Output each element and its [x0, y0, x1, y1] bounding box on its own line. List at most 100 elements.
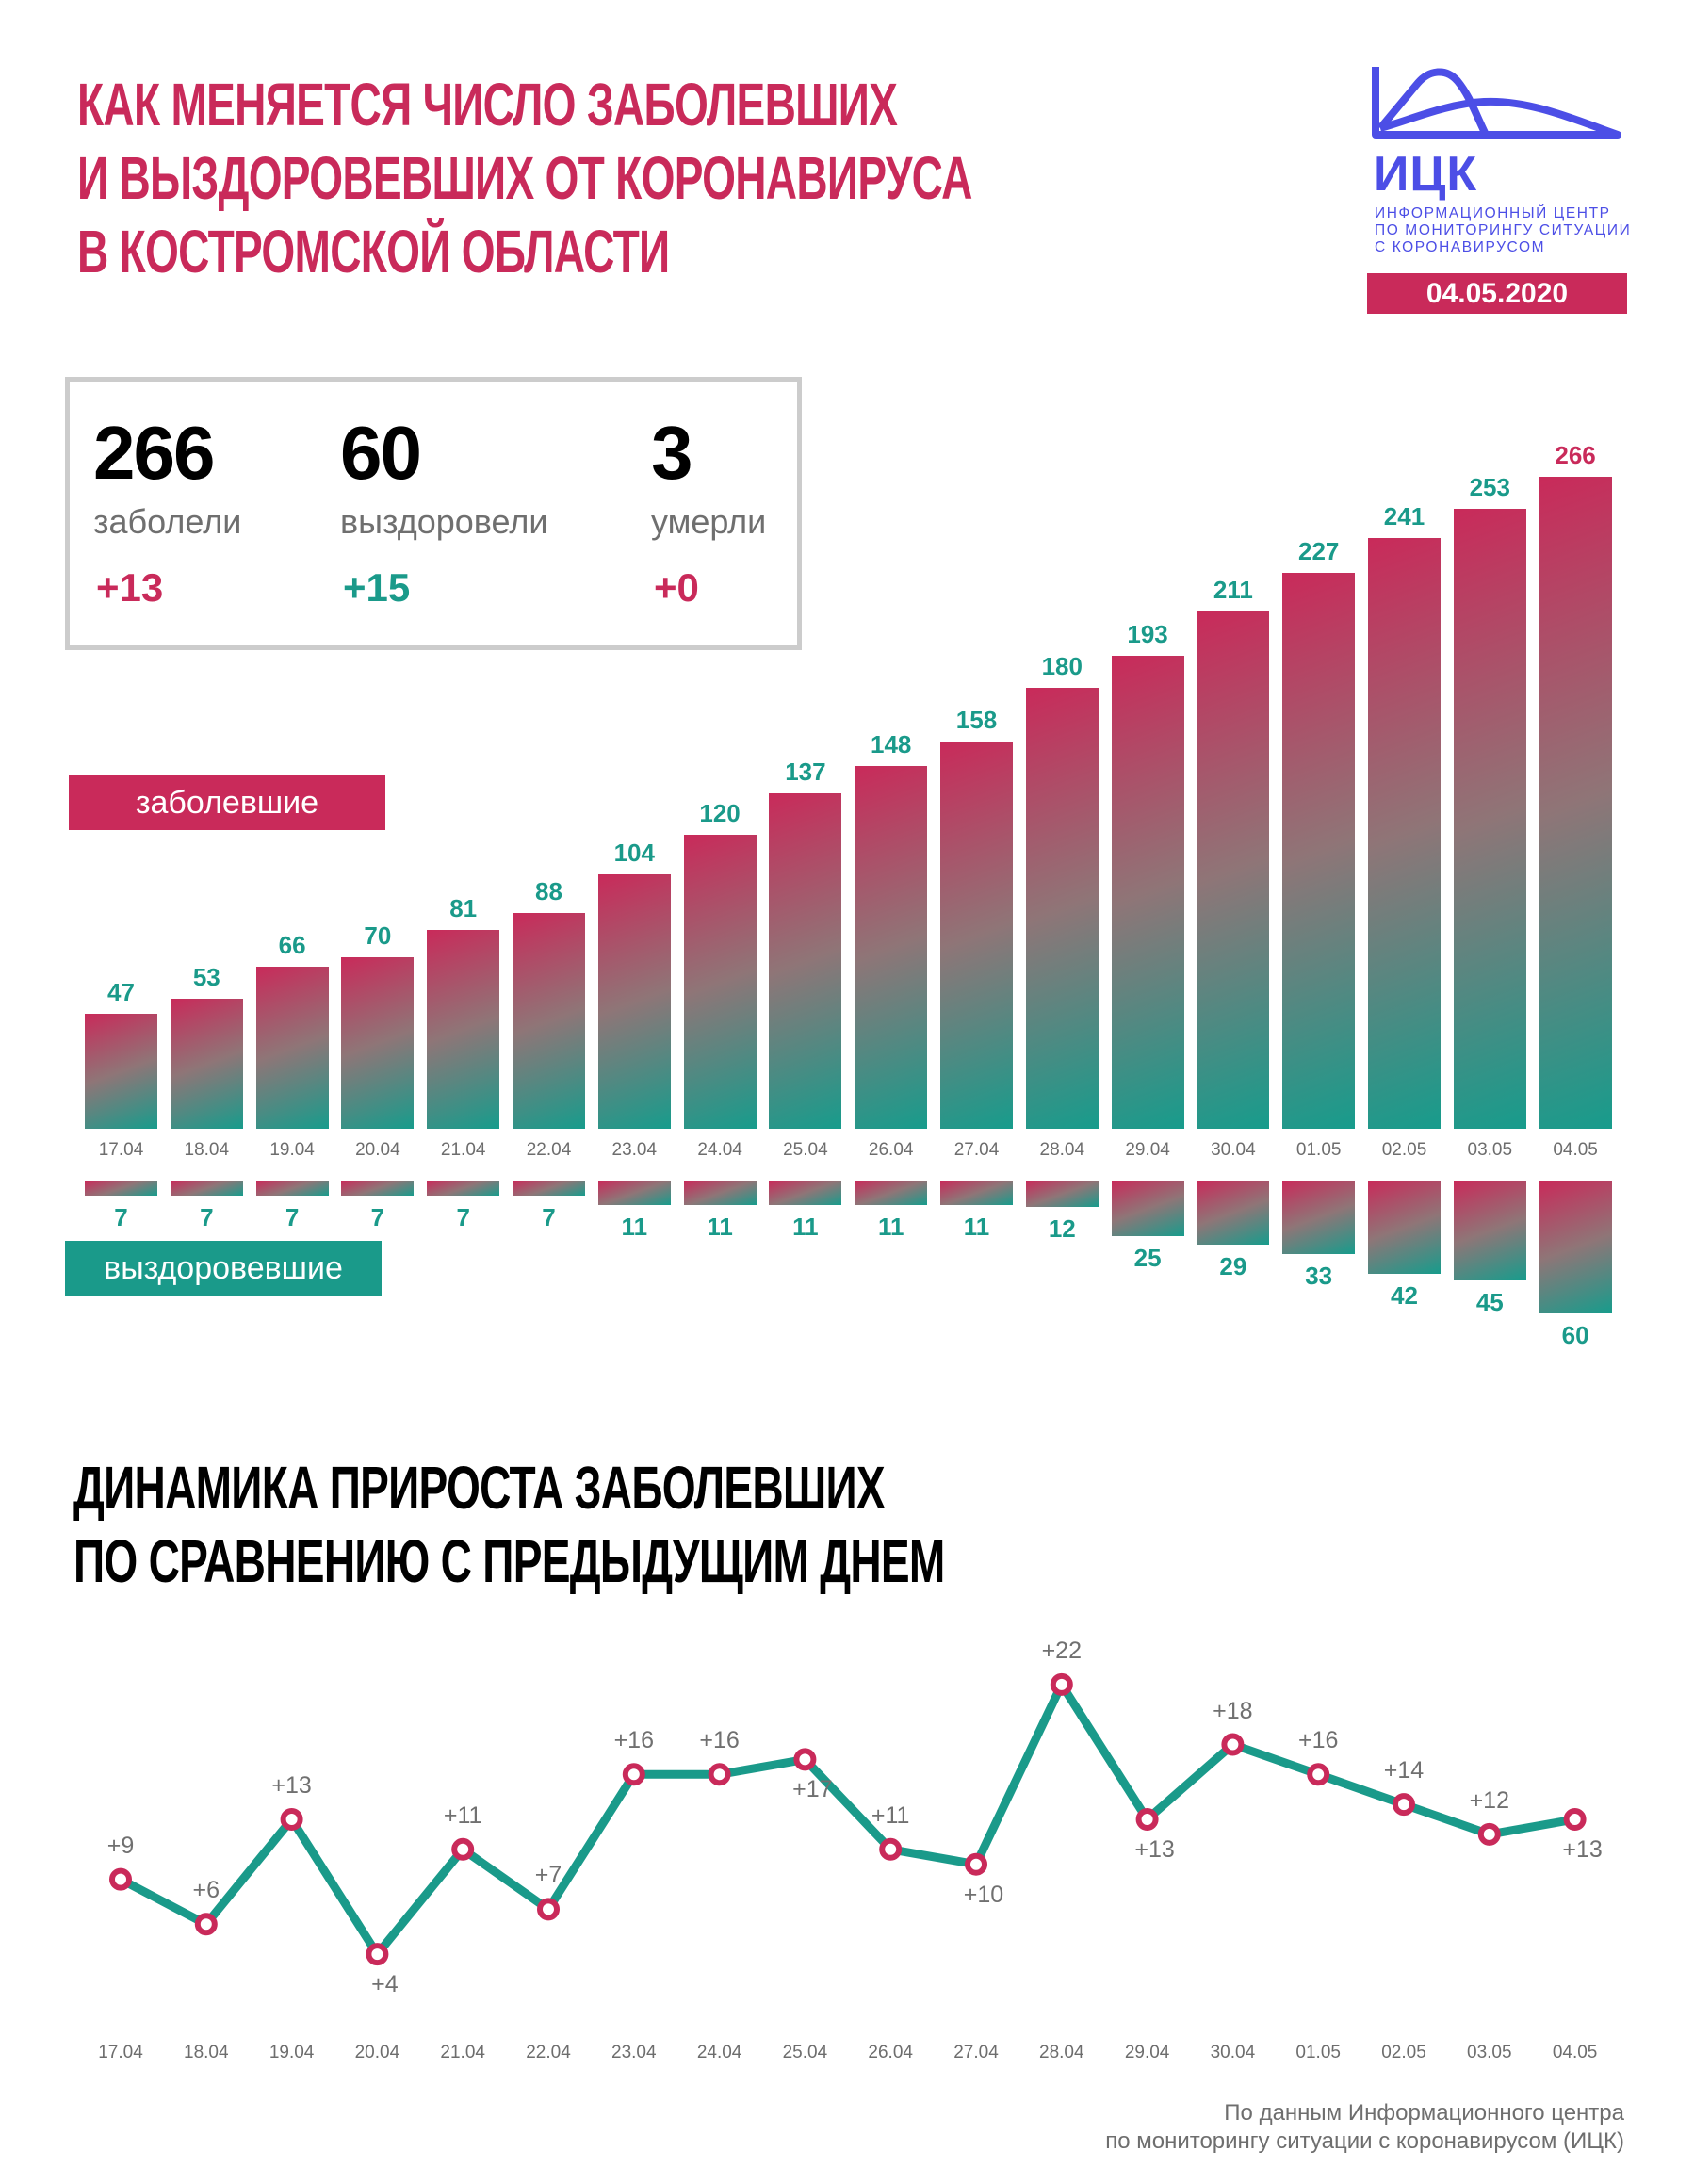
bar-value-label: 11 — [621, 1212, 648, 1241]
bar-value-label: 193 — [1127, 620, 1168, 649]
bar-recovered — [1282, 1181, 1356, 1254]
bar-value-label: 70 — [364, 921, 392, 950]
x-axis-date-label: 29.04 — [1125, 1140, 1170, 1160]
bar-value-label: 33 — [1305, 1261, 1333, 1290]
data-point-marker — [109, 1867, 132, 1891]
bar-recovered — [940, 1181, 1013, 1205]
x-axis-date-label: 01.05 — [1295, 1140, 1342, 1160]
bar-value-label: 66 — [278, 931, 306, 960]
x-axis-date-label: 20.04 — [355, 1140, 400, 1160]
x-axis-date-label: 02.05 — [1381, 1140, 1427, 1160]
x-axis-date-label: 17.04 — [98, 1140, 144, 1160]
bar-value-label: 11 — [707, 1212, 733, 1241]
stat-delta: +13 — [96, 565, 164, 610]
data-point-marker — [451, 1837, 475, 1861]
data-point-marker — [1563, 1808, 1587, 1831]
bar-infected — [1282, 572, 1356, 1129]
stat-value: 3 — [651, 411, 692, 495]
bar-value-label: 266 — [1555, 441, 1596, 470]
bar-value-label: 81 — [449, 894, 478, 923]
data-point-marker — [194, 1913, 218, 1936]
data-point-marker — [879, 1837, 903, 1861]
bar-recovered — [513, 1181, 585, 1197]
bar-infected — [683, 835, 757, 1129]
stat-value: 266 — [93, 411, 215, 495]
bar-value-label: 104 — [613, 838, 655, 867]
bar-value-label: 180 — [1041, 652, 1083, 680]
bar-recovered — [1025, 1181, 1099, 1208]
section-title: ДИНАМИКА ПРИРОСТА ЗАБОЛЕВШИХ ПО СРАВНЕНИ… — [73, 1451, 945, 1598]
x-axis-date-label: 21.04 — [440, 1140, 486, 1160]
bar-value-label: 137 — [785, 757, 826, 786]
stat-value: 60 — [340, 411, 422, 495]
date-badge: 04.05.2020 — [1367, 273, 1627, 314]
x-axis-date-label: 28.04 — [1039, 1140, 1085, 1160]
bar-value-label: 25 — [1133, 1243, 1162, 1272]
section-title-line-1: ДИНАМИКА ПРИРОСТА ЗАБОЛЕВШИХ — [73, 1454, 886, 1522]
data-point-marker — [1135, 1808, 1159, 1831]
stat-label: выздоровели — [340, 502, 548, 541]
page-title: КАК МЕНЯЕТСЯ ЧИСЛО ЗАБОЛЕВШИХ И ВЫЗДОРОВ… — [77, 68, 972, 288]
bar-infected — [1025, 688, 1099, 1129]
bar-recovered — [1539, 1181, 1612, 1313]
bar-value-label: 88 — [535, 877, 562, 906]
bar-infected — [85, 1013, 157, 1129]
x-axis-date-label: 18.04 — [184, 1140, 230, 1160]
bar-value-label: 148 — [870, 730, 912, 759]
stat-delta: +0 — [654, 565, 699, 610]
x-axis-date-label: 23.04 — [611, 1140, 658, 1160]
bar-recovered — [683, 1181, 757, 1205]
bar-infected — [855, 766, 928, 1129]
data-point-marker — [793, 1748, 817, 1771]
bar-value-label: 7 — [285, 1203, 300, 1232]
bar-chart: 47 17.04 7 53 18.04 7 66 19.04 7 70 20.04 7 81 21.04 7… — [85, 441, 1612, 1349]
bar-infected — [255, 967, 329, 1129]
bar-infected — [1368, 538, 1441, 1129]
x-axis-date-label: 22.04 — [526, 1140, 572, 1160]
bar-value-label: 253 — [1469, 473, 1510, 502]
bar-value-label: 7 — [456, 1203, 470, 1232]
bar-value-label: 211 — [1213, 576, 1253, 605]
legend-recovered: выздоровевшие — [65, 1241, 382, 1296]
bar-infected — [597, 873, 671, 1129]
data-point-marker — [622, 1763, 645, 1786]
bar-infected — [341, 957, 415, 1129]
bar-value-label: 60 — [1561, 1321, 1589, 1349]
bar-infected — [1197, 611, 1270, 1129]
bar-recovered — [1111, 1181, 1184, 1236]
title-line-1: КАК МЕНЯЕТСЯ ЧИСЛО ЗАБОЛЕВШИХ — [77, 71, 898, 139]
bar-value-label: 11 — [877, 1212, 904, 1241]
x-axis-date-label: 25.04 — [783, 1140, 828, 1160]
bar-value-label: 47 — [107, 977, 135, 1006]
section-title-line-2: ПО СРАВНЕНИЮ С ПРЕДЫДУЩИМ ДНЕМ — [73, 1527, 945, 1595]
bar-value-label: 120 — [699, 799, 741, 827]
bar-infected — [1539, 477, 1612, 1129]
x-axis-date-label: 03.05 — [1467, 1140, 1513, 1160]
title-line-2: И ВЫЗДОРОВЕВШИХ ОТ КОРОНАВИРУСА — [77, 144, 972, 212]
bar-recovered — [85, 1181, 157, 1197]
bar-value-label: 29 — [1219, 1252, 1247, 1281]
bar-value-label: 11 — [963, 1212, 990, 1241]
data-point-marker — [965, 1852, 987, 1876]
bar-infected — [940, 742, 1013, 1129]
icc-logo-icon — [1372, 67, 1621, 139]
bar-recovered — [1453, 1181, 1526, 1280]
data-point-marker — [537, 1898, 560, 1921]
bar-value-label: 7 — [542, 1203, 556, 1232]
bar-recovered — [427, 1181, 500, 1197]
bar-value-label: 158 — [955, 706, 998, 735]
bar-recovered — [769, 1181, 842, 1205]
bar-recovered — [1368, 1181, 1441, 1274]
bar-value-label: 12 — [1048, 1214, 1076, 1244]
data-point-marker — [1477, 1822, 1501, 1846]
x-axis-date-label: 27.04 — [953, 1140, 1000, 1160]
bar-value-label: 7 — [114, 1203, 128, 1232]
bar-recovered — [170, 1181, 243, 1197]
legend-infected: заболевшие — [69, 775, 385, 830]
stat-label: умерли — [651, 502, 767, 541]
bar-value-label: 11 — [792, 1212, 819, 1241]
bar-value-label: 45 — [1475, 1287, 1504, 1316]
bar-infected — [170, 999, 243, 1129]
bar-value-label: 7 — [200, 1203, 214, 1232]
title-line-3: В КОСТРОМСКОЙ ОБЛАСТИ — [77, 218, 670, 285]
